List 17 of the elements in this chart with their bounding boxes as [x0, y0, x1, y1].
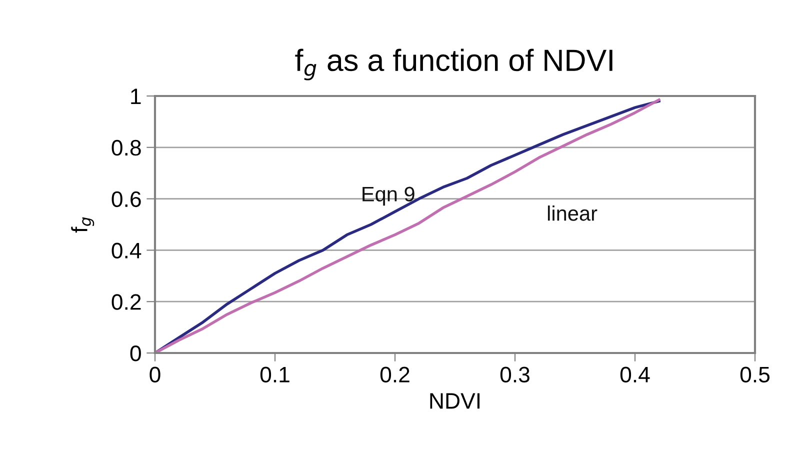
text: linear [548, 206, 598, 221]
y-tick-label: 1 [131, 88, 141, 104]
y-tick-label: 0.8 [112, 140, 141, 156]
x-tick-label: 0 [150, 366, 160, 383]
chart-title: f$_{g}$ as a function of NDVI [295, 48, 612, 80]
y-tick-label: 0.4 [112, 242, 142, 258]
y-axis-title: f$_{g}$ [71, 217, 94, 233]
x-tick-label: 0.1 [260, 366, 290, 383]
x-tick-label: 0.2 [380, 366, 410, 383]
y-tick-label: 0.6 [112, 191, 141, 208]
x-tick-label: 0.4 [620, 366, 650, 383]
x-tick-label: 0.3 [500, 366, 530, 383]
y-tick-label: 0.2 [112, 294, 141, 310]
y-tick-label: 0 [130, 346, 141, 362]
series-label: Eqn 9 [362, 186, 414, 206]
x-tick-label: 0.5 [740, 366, 770, 383]
x-axis-title: NDVI [430, 393, 480, 409]
